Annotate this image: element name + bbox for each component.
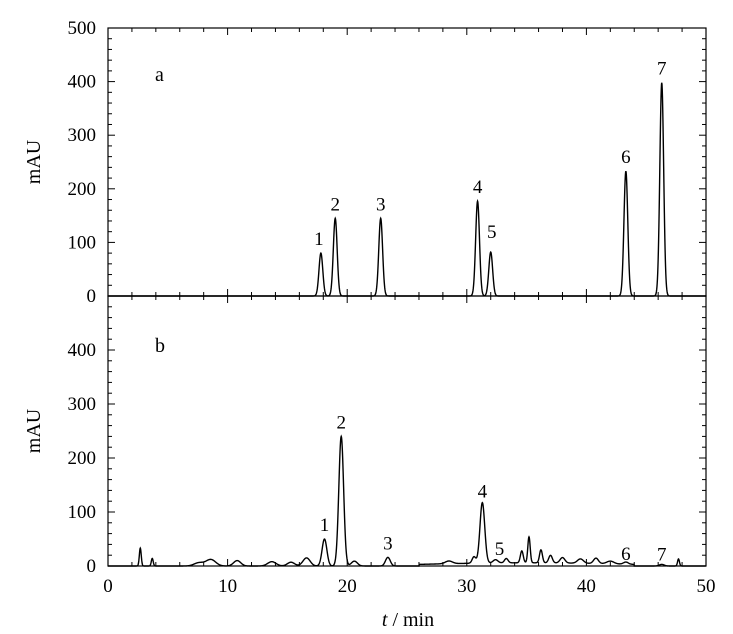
y-tick-label: 100	[68, 232, 97, 253]
y-tick-label: 0	[87, 556, 97, 577]
panel-a-frame	[107, 27, 707, 297]
panel-b-frame	[107, 295, 707, 567]
x-tick-label: 30	[457, 576, 476, 597]
peak-label: 6	[621, 147, 631, 168]
peak-label: 5	[487, 222, 497, 243]
peak-label: 5	[495, 539, 505, 560]
peak-label: 1	[314, 229, 324, 250]
x-tick-label: 0	[103, 576, 113, 597]
y-tick-label: 500	[68, 18, 97, 39]
x-axis-title-variable: t	[382, 609, 388, 631]
peak-label: 7	[657, 544, 667, 565]
x-axis-title-unit: / min	[387, 609, 434, 631]
y-tick-label: 0	[87, 286, 97, 307]
panel-a-letter: a	[155, 64, 164, 86]
x-tick-label: 10	[218, 576, 237, 597]
peak-label: 6	[621, 544, 631, 565]
y-tick-label: 300	[68, 394, 97, 415]
peak-label: 3	[383, 533, 393, 554]
y-tick-label: 200	[68, 179, 97, 200]
peak-label: 3	[376, 194, 386, 215]
x-tick-label: 50	[697, 576, 716, 597]
panel-a-y-axis-title: mAU	[23, 139, 45, 184]
peak-label: 1	[320, 515, 330, 536]
peak-label: 4	[473, 177, 483, 198]
panel-b-trace-line	[108, 434, 706, 567]
panel-b-ticks: 0 100 200 300 400 0 10 20 30 40 50	[68, 295, 716, 597]
panel-b-peak-labels: 1 2 3 4 5 6 7	[320, 412, 667, 565]
panel-a-trace-line	[108, 82, 706, 297]
panel-a-peak-labels: 12 3 4 5 6 7	[314, 59, 666, 250]
panel-a-ticks: 0 100 200 300 400 500	[68, 18, 707, 307]
x-tick-label: 20	[338, 576, 357, 597]
x-axis-title: t / min	[382, 609, 434, 631]
panel-a-trace	[108, 82, 706, 297]
panel-b-y-axis-title: mAU	[23, 408, 45, 453]
panel-a: 0 100 200 300 400 500 12 3 4 5 6 7 a mAU	[23, 18, 707, 307]
panel-b-letter: b	[155, 335, 165, 357]
peak-label: 7	[657, 59, 667, 80]
y-tick-label: 400	[68, 340, 97, 361]
panel-b: 0 100 200 300 400 0 10 20 30 40 50 1 2 3 4 5 6 7 b mAU t…	[23, 295, 716, 631]
y-tick-label: 100	[68, 502, 97, 523]
y-tick-label: 400	[68, 72, 97, 93]
y-tick-label: 300	[68, 125, 97, 146]
peak-label: 2	[336, 412, 346, 433]
peak-label: 2	[330, 194, 340, 215]
y-tick-label: 200	[68, 448, 97, 469]
panel-b-trace	[108, 434, 706, 567]
x-tick-label: 40	[577, 576, 596, 597]
peak-label: 4	[478, 482, 488, 503]
